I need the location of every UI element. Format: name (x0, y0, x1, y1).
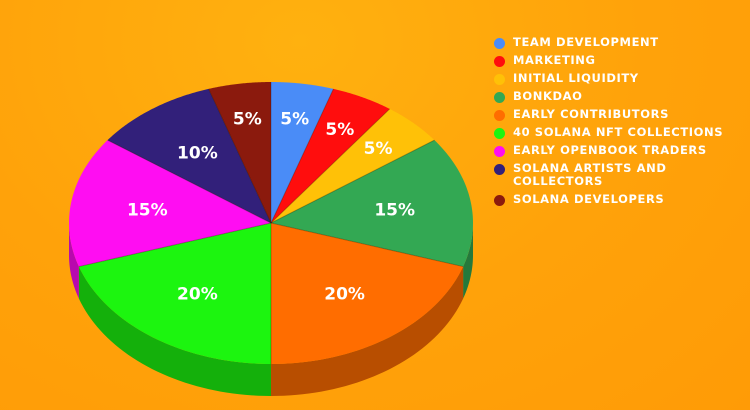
pie-slice-marketing (271, 88, 390, 224)
legend-swatch-dot-icon (494, 146, 505, 157)
pie-slice-early-contributors (271, 223, 464, 364)
pie-slice-40-solana-nft-collections (78, 223, 271, 364)
legend-item: INITIAL LIQUIDITY (494, 72, 734, 85)
pie-slices (69, 82, 473, 364)
legend-label: MARKETING (513, 53, 596, 67)
slice-value-label: 5% (364, 139, 393, 159)
slice-separator (270, 222, 464, 268)
pie-side-5 (271, 266, 464, 396)
legend-item: TEAM DEVELOPMENT (494, 36, 734, 49)
pie-slice-bonkdao (271, 140, 473, 267)
legend-swatch-dot-icon (494, 56, 505, 67)
slice-separator (107, 139, 272, 224)
legend-item: MARKETING (494, 54, 734, 67)
pie-side-walls (69, 223, 473, 396)
slice-separator (270, 139, 435, 224)
pie-side-6 (78, 266, 271, 396)
legend-swatch-dot-icon (494, 128, 505, 139)
slice-value-label: 20% (324, 285, 365, 305)
legend-label: SOLANA DEVELOPERS (513, 192, 665, 206)
legend-item: EARLY CONTRIBUTORS (494, 108, 734, 121)
slice-value-label: 5% (233, 110, 262, 130)
pie-side-7 (69, 223, 79, 299)
slice-value-label: 15% (127, 200, 168, 220)
legend-item: 40 SOLANA NFT COLLECTIONS (494, 126, 734, 139)
legend-label: INITIAL LIQUIDITY (513, 71, 639, 85)
slice-value-labels: 5% 5% 5% 15% 20% 20% 15% 10% 5% (127, 110, 415, 305)
legend-swatch-dot-icon (494, 164, 505, 175)
pie-slice-solana-developers (208, 82, 271, 223)
legend-swatch-dot-icon (494, 92, 505, 103)
slice-separator (270, 108, 391, 224)
legend-swatch-dot-icon (494, 110, 505, 121)
slice-value-label: 5% (280, 110, 309, 130)
slice-separator (78, 222, 272, 268)
slice-value-label: 10% (177, 143, 218, 163)
pie-slice-solana-artists-and-collectors (107, 88, 271, 224)
pie-slice-early-openbook-traders (69, 140, 271, 267)
pie-side-4 (463, 223, 473, 299)
legend-item: SOLANA ARTISTS AND COLLECTORS (494, 162, 734, 188)
legend-item: SOLANA DEVELOPERS (494, 193, 734, 206)
pie-slice-team-development (271, 82, 334, 223)
chart-legend: TEAM DEVELOPMENT MARKETING INITIAL LIQUIDI… (494, 36, 734, 211)
legend-item: BONKDAO (494, 90, 734, 103)
legend-label: EARLY CONTRIBUTORS (513, 107, 669, 121)
pie-slice-initial-liquidity (271, 108, 435, 223)
slice-separator (270, 88, 334, 224)
slice-separator (208, 88, 272, 224)
legend-label: BONKDAO (513, 89, 583, 103)
slice-value-label: 5% (325, 120, 354, 140)
slice-value-label: 15% (374, 200, 415, 220)
legend-label: TEAM DEVELOPMENT (513, 35, 659, 49)
slice-separators (78, 82, 464, 364)
slice-value-label: 20% (177, 285, 218, 305)
legend-item: EARLY OPENBOOK TRADERS (494, 144, 734, 157)
legend-label: 40 SOLANA NFT COLLECTIONS (513, 125, 724, 139)
legend-swatch-dot-icon (494, 195, 505, 206)
legend-swatch-dot-icon (494, 74, 505, 85)
legend-swatch-dot-icon (494, 38, 505, 49)
legend-label: SOLANA ARTISTS AND COLLECTORS (513, 161, 667, 188)
legend-label: EARLY OPENBOOK TRADERS (513, 143, 707, 157)
